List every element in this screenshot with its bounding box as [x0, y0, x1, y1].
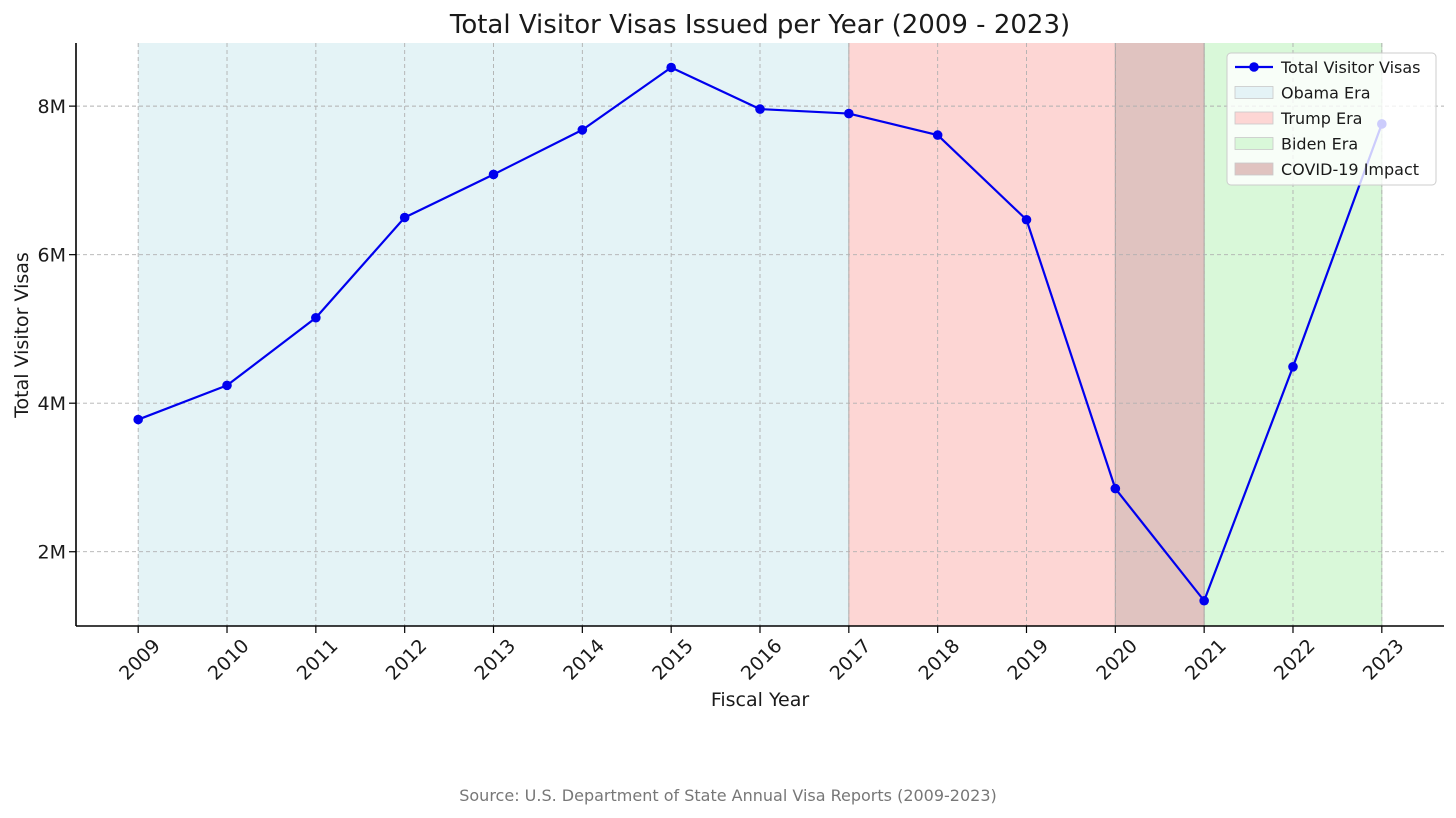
legend-label: Trump Era: [1280, 109, 1362, 128]
data-point: [311, 312, 321, 323]
x-tick-label: 2022: [1270, 635, 1320, 685]
x-tick-label: 2019: [1003, 635, 1053, 685]
x-tick-label: 2017: [826, 635, 876, 685]
legend-swatch: [1234, 86, 1274, 99]
y-tick-label: 4M: [38, 393, 66, 415]
legend-swatch: [1234, 162, 1274, 176]
y-tick-label: 6M: [38, 245, 66, 267]
data-point: [1288, 362, 1298, 372]
x-tick-label: 2016: [737, 635, 787, 685]
x-tick-label: 2023: [1359, 635, 1409, 685]
shaded-regions: [138, 43, 1383, 626]
region-covid-19-impact: [1115, 43, 1205, 626]
data-point: [577, 125, 588, 135]
x-tick-label: 2020: [1092, 635, 1142, 685]
y-axis-label: Total Visitor Visas: [11, 252, 33, 419]
chart-title: Total Visitor Visas Issued per Year (200…: [449, 10, 1070, 40]
x-axis-label: Fiscal Year: [711, 689, 810, 711]
data-point: [133, 414, 143, 425]
y-tick-label: 8M: [38, 96, 66, 118]
x-tick-label: 2011: [293, 635, 343, 685]
data-point: [488, 169, 499, 180]
legend-label: Obama Era: [1281, 84, 1371, 103]
x-tick-label: 2014: [559, 635, 609, 685]
legend-label: COVID-19 Impact: [1281, 160, 1419, 179]
source-note: Source: U.S. Department of State Annual …: [459, 786, 997, 805]
y-tick-label: 2M: [38, 542, 66, 564]
legend-marker: [1249, 62, 1259, 72]
data-point: [222, 380, 232, 391]
data-point: [844, 108, 854, 119]
x-tick-label: 2010: [204, 635, 254, 685]
x-tick-label: 2013: [470, 635, 520, 685]
data-point: [666, 62, 676, 73]
x-tick-label: 2012: [382, 635, 432, 685]
data-point: [755, 104, 765, 114]
legend-label: Total Visitor Visas: [1280, 58, 1421, 77]
grid: [76, 43, 1444, 626]
data-point: [1199, 595, 1209, 606]
legend-swatch: [1234, 137, 1274, 150]
legend-box: [1226, 52, 1437, 186]
data-point: [1021, 214, 1032, 225]
legend-label: Biden Era: [1281, 135, 1358, 154]
data-point: [932, 130, 943, 140]
x-tick-label: 2018: [915, 635, 965, 685]
data-point: [399, 212, 410, 223]
legend: Total Visitor Visas Obama Era Trump Era Bid…: [1226, 52, 1437, 186]
axes: [69, 43, 1444, 633]
data-point: [1110, 483, 1121, 494]
x-tick-label: 2009: [115, 635, 165, 685]
x-tick-label: 2015: [648, 635, 698, 685]
legend-swatch: [1234, 111, 1274, 125]
x-tick-label: 2021: [1181, 635, 1231, 685]
